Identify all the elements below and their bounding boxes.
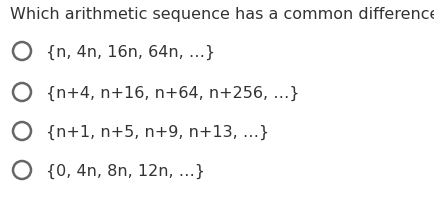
Text: {n, 4n, 16n, 64n, …}: {n, 4n, 16n, 64n, …}	[46, 44, 215, 59]
Text: Which arithmetic sequence has a common difference of 4?: Which arithmetic sequence has a common d…	[10, 8, 434, 22]
Text: {0, 4n, 8n, 12n, …}: {0, 4n, 8n, 12n, …}	[46, 163, 204, 178]
Text: {n+4, n+16, n+64, n+256, …}: {n+4, n+16, n+64, n+256, …}	[46, 85, 299, 100]
Text: {n+1, n+5, n+9, n+13, …}: {n+1, n+5, n+9, n+13, …}	[46, 124, 269, 139]
